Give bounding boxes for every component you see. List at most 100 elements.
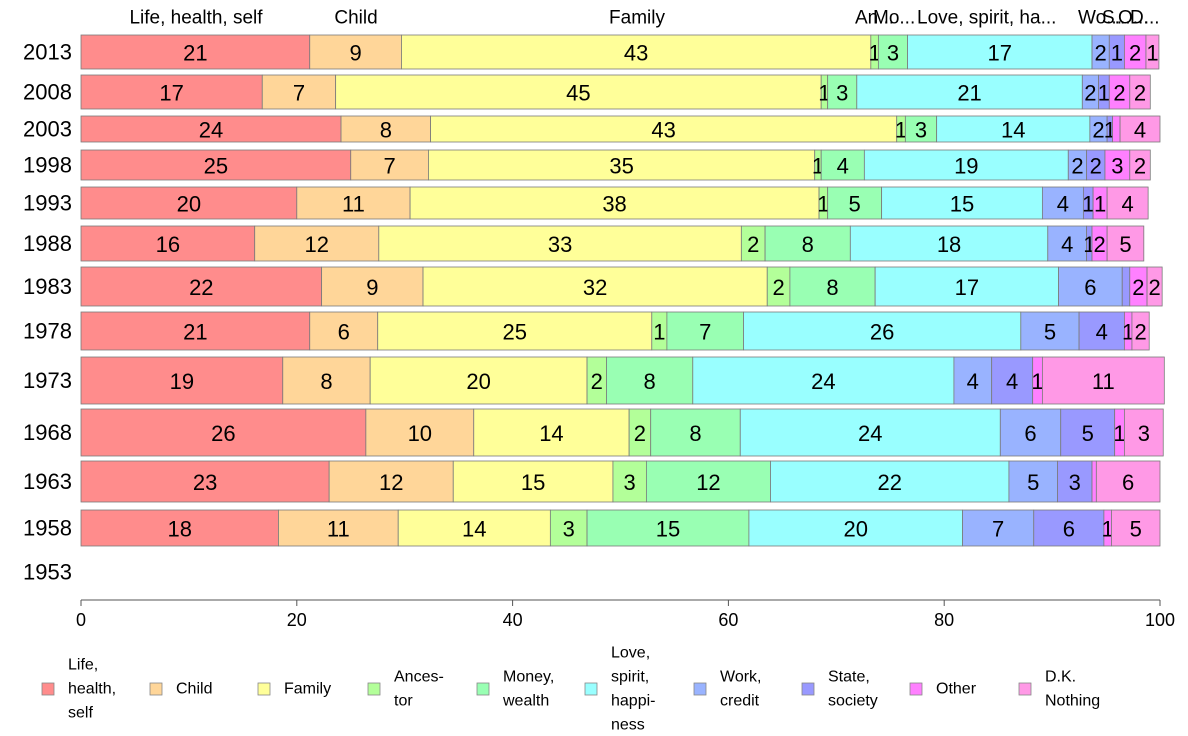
segment-value-label: 1 [1031, 369, 1043, 394]
bar-segment [692, 356, 955, 405]
bar-segment [789, 266, 876, 307]
year-label-2003: 2003 [23, 117, 72, 142]
segment-value-label: 45 [566, 81, 590, 106]
segment-value-label: 11 [1092, 369, 1115, 394]
segment-value-label: 8 [826, 275, 838, 300]
bar-segment [335, 74, 822, 110]
segment-value-label: 7 [383, 154, 395, 179]
segment-value-label: 14 [462, 517, 486, 542]
segment-value-label: 6 [1063, 517, 1075, 542]
year-label-1988: 1988 [23, 231, 72, 256]
legend-label-line: Ances- [394, 669, 444, 686]
bar-segment [452, 460, 614, 503]
segment-value-label: 22 [189, 275, 213, 300]
legend-swatch [693, 682, 707, 696]
segment-value-label: 25 [503, 320, 527, 345]
segment-value-label: 25 [204, 154, 228, 179]
legend-swatch [801, 682, 815, 696]
segment-value-label: 8 [644, 369, 656, 394]
bar-segment [856, 74, 1083, 110]
bar-segment [907, 34, 1093, 70]
legend-label-line: Work, [720, 669, 761, 686]
segment-value-label: 26 [211, 421, 235, 446]
segment-value-label: 3 [1069, 470, 1081, 495]
bars: 21 9 43 1 3 17 2 1 2 117 7 45 1 3 21 2 1 2 224 8 43 1 3 14 2 1 425… [80, 34, 1165, 547]
legend-label-line: D.K. [1045, 669, 1076, 686]
bar-segment [1106, 186, 1149, 220]
top-series-label: An... [855, 8, 894, 29]
bar-segment [80, 356, 284, 405]
segment-value-label: 18 [167, 517, 191, 542]
top-series-label: Love, spirit, ha... [917, 8, 1056, 29]
legend-label: Ances-tor [394, 669, 444, 710]
bar-segment [1104, 149, 1131, 181]
bar-segment [1112, 115, 1121, 143]
top-series-label: Mo... [873, 8, 915, 29]
legend-label-line: Family [284, 681, 331, 698]
segment-value-label: 1 [1111, 41, 1123, 66]
bar-segment [1111, 509, 1161, 547]
x-tick-label: 40 [503, 610, 523, 630]
bar-segment [309, 311, 379, 351]
segment-value-label: 4 [1061, 232, 1073, 257]
x-tick-label: 80 [934, 610, 954, 630]
legend-label-line: wealth [502, 693, 549, 710]
segment-value-label: 4 [1006, 369, 1018, 394]
bar-segment [1041, 356, 1165, 405]
bar-segment [321, 266, 424, 307]
bar-segment [770, 460, 1010, 503]
legend-label-line: tor [394, 693, 413, 710]
segment-value-label: 8 [802, 232, 814, 257]
segment-value-label: 2 [1134, 81, 1146, 106]
segment-value-label: 3 [624, 470, 636, 495]
legend-label: State, society [828, 669, 878, 710]
bar-segment [1033, 509, 1105, 547]
segment-value-label: 1 [895, 118, 907, 143]
segment-value-label: 4 [1096, 320, 1108, 345]
legend-label-line: society [828, 693, 878, 710]
bar-segment [473, 408, 630, 457]
top-series-label: O... [1118, 8, 1149, 29]
bar-segment [739, 408, 1001, 457]
bar-segment [1106, 225, 1145, 262]
legend-swatch [1018, 682, 1032, 696]
segment-value-label: 23 [193, 470, 217, 495]
legend-label: Life, health, self [68, 657, 116, 722]
segment-value-label: 20 [843, 517, 867, 542]
bar-segment [849, 225, 1049, 262]
segment-value-label: 2 [1113, 81, 1125, 106]
segment-value-label: 8 [689, 421, 701, 446]
segment-value-label: 19 [954, 154, 978, 179]
bar-segment [650, 408, 741, 457]
segment-value-label: 11 [342, 192, 365, 217]
bar-segment [80, 149, 352, 181]
bar-segment [1041, 186, 1084, 220]
legend-label-line: self [68, 705, 93, 722]
year-label-1973: 1973 [23, 368, 72, 393]
bar-segment [409, 186, 820, 220]
bar-segment [953, 356, 993, 405]
bar-segment [1131, 311, 1150, 351]
legend-label: Child [176, 681, 212, 698]
legend-label: Love, spirit, happi-ness [611, 645, 655, 734]
segment-value-label: 3 [915, 118, 927, 143]
bar-segment [549, 509, 588, 547]
legend-swatch [584, 682, 598, 696]
bar-segment [1057, 460, 1093, 503]
segment-value-label: 10 [408, 421, 432, 446]
legend-label-line: Love, [611, 645, 650, 662]
segment-value-label: 2 [1090, 154, 1102, 179]
bar-segment [1078, 311, 1125, 351]
bar-segment [827, 74, 858, 110]
bar-segment [80, 115, 342, 143]
segment-value-label: 4 [967, 369, 979, 394]
x-tick-label: 60 [718, 610, 738, 630]
bar-segment [827, 186, 883, 220]
segment-value-label: 2 [1071, 154, 1083, 179]
bar-segment [378, 225, 742, 262]
segment-value-label: 14 [539, 421, 563, 446]
segment-value-label: 5 [1119, 232, 1131, 257]
segment-value-label: 38 [602, 192, 626, 217]
segment-value-label: 2 [1134, 154, 1146, 179]
segment-value-label: 15 [950, 192, 974, 217]
